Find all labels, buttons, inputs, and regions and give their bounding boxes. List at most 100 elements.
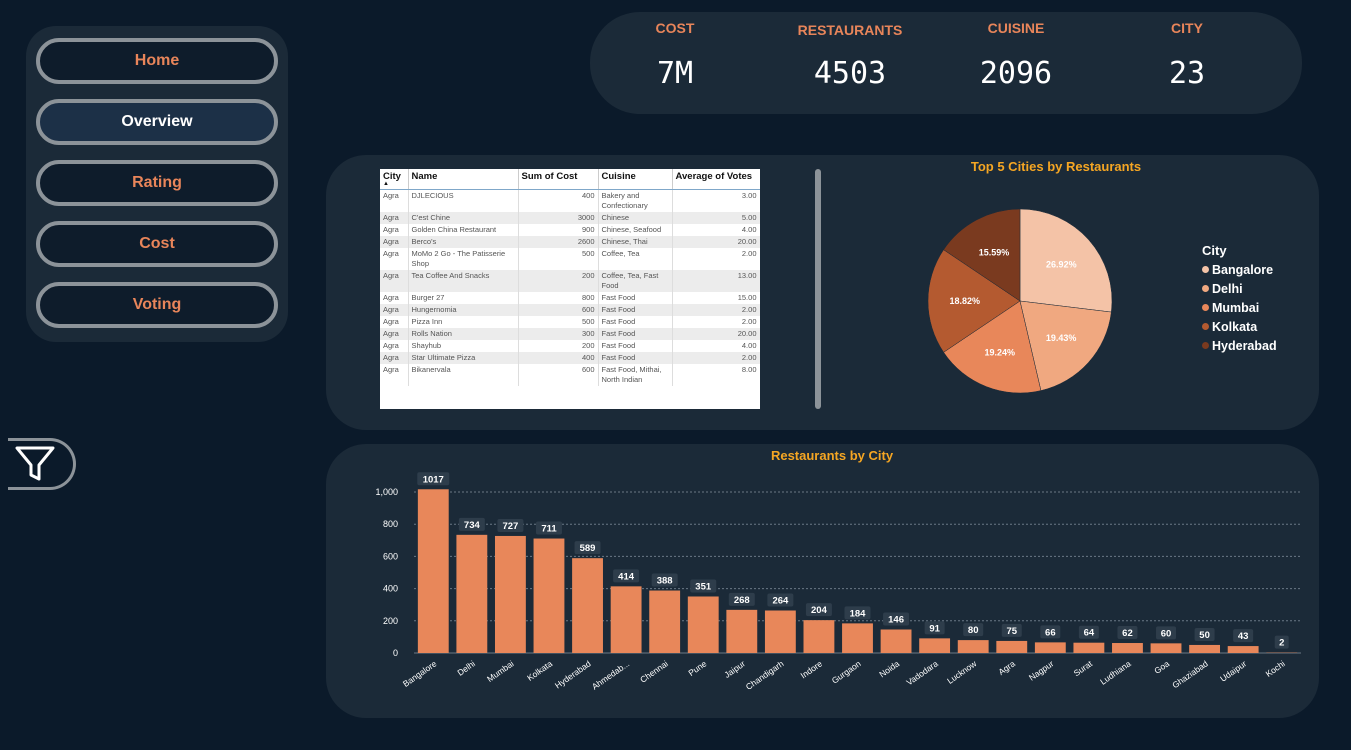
bar-vadodara[interactable] [919,638,951,653]
pie-slice-kolkata[interactable] [927,249,1021,353]
pie-slice-hyderabad[interactable] [943,208,1021,302]
nav-button-home[interactable]: Home [36,38,278,84]
bar-surat[interactable] [1073,642,1105,653]
bar-indore[interactable] [803,620,835,653]
table-row[interactable]: Agra Rolls Nation 300 Fast Food 20.00 [380,328,760,340]
table-cell: Bikanervala [408,364,519,386]
nav-button-cost[interactable]: Cost [36,221,278,267]
pie-label-kolkata: 18.82% [950,296,981,306]
nav-button-overview[interactable]: Overview [36,99,278,145]
x-tick-label: Mumbai [485,658,516,684]
bar-ahmedab-[interactable] [610,586,642,653]
data-label: 64 [1084,628,1095,639]
bar-ghaziabad[interactable] [1189,644,1221,653]
table-cell: Shayhub [408,340,519,352]
table-cell: Star Ultimate Pizza [408,352,519,364]
data-label: 2 [1279,638,1284,649]
legend-marker [1202,285,1209,292]
data-label-background [1078,625,1099,639]
data-label-background [1156,626,1177,640]
table-header-name[interactable]: Name [408,169,519,190]
pie-slice-bangalore[interactable] [1019,208,1113,313]
table-cell: 5.00 [672,212,760,224]
table-header-cuisine[interactable]: Cuisine [598,169,673,190]
bar-chart[interactable]: 0 200 400 600 800 1,000 1017 Bangalore 734 Delhi 7… [326,444,1319,718]
bar-kolkata[interactable] [533,538,565,653]
table-row[interactable]: Agra Hungernomia 600 Fast Food 2.00 [380,304,760,316]
legend-marker [1202,342,1209,349]
y-tick-label: 200 [383,616,398,626]
table-row[interactable]: Agra MoMo 2 Go - The Patisserie Shop 500 Co… [380,248,760,270]
table-cell: Agra [380,189,409,212]
data-label-background [1194,627,1215,641]
legend-item-kolkata[interactable]: Kolkata [1202,317,1277,336]
table-row[interactable]: Agra Bikanervala 600 Fast Food, Mithai, Nor… [380,364,760,386]
table-row[interactable]: Agra Burger 27 800 Fast Food 15.00 [380,292,760,304]
y-tick-label: 400 [383,584,398,594]
bar-udaipur[interactable] [1227,646,1259,653]
table-cell: Burger 27 [408,292,519,304]
bar-jaipur[interactable] [726,609,758,653]
data-label: 734 [464,520,481,531]
bar-noida[interactable] [880,629,912,653]
table-row[interactable]: Agra Star Ultimate Pizza 400 Fast Food 2.00 [380,352,760,364]
table-cell: Agra [380,364,409,386]
bar-delhi[interactable] [456,534,488,653]
bar-goa[interactable] [1150,643,1182,653]
bar-pune[interactable] [687,596,719,653]
bar-bangalore[interactable] [417,489,449,653]
bar-agra[interactable] [996,640,1028,653]
table-cell: Agra [380,328,409,340]
legend-label: Bangalore [1212,262,1274,277]
table-cell: 20.00 [672,236,760,248]
data-label-background [883,612,910,626]
data-label-background [1117,626,1138,640]
table-row[interactable]: Agra Shayhub 200 Fast Food 4.00 [380,340,760,352]
legend-item-bangalore[interactable]: Bangalore [1202,260,1277,279]
table-row[interactable]: Agra Pizza Inn 500 Fast Food 2.00 [380,316,760,328]
bar-ludhiana[interactable] [1112,643,1143,653]
table-row[interactable]: Agra C'est Chine 3000 Chinese 5.00 [380,212,760,224]
data-label-background [963,623,984,637]
legend-item-delhi[interactable]: Delhi [1202,279,1277,298]
bar-chennai[interactable] [649,590,681,653]
legend-item-mumbai[interactable]: Mumbai [1202,298,1277,317]
pie-chart[interactable]: 26.92% 19.43% 19.24% 18.82% 15.59% [920,201,1120,401]
legend-item-hyderabad[interactable]: Hyderabad [1202,336,1277,355]
bar-chandigarh[interactable] [764,610,796,653]
table-scrollbar[interactable] [815,169,821,409]
table-cell: 8.00 [672,364,760,386]
table-cell: 200 [518,270,599,292]
pie-slice-mumbai[interactable] [943,300,1042,394]
pie-slice-delhi[interactable] [1019,300,1112,391]
bar-chart-panel: Restaurants by City 0 200 400 600 800 1,000 10… [326,444,1319,718]
data-label-background [1001,623,1022,637]
table-row[interactable]: Agra DJLECIOUS 400 Bakery and Confectionary… [380,189,760,212]
table-row[interactable]: Agra Berco's 2600 Chinese, Thai 20.00 [380,236,760,248]
x-tick-label: Ghaziabad [1170,658,1210,690]
table-cell: 3.00 [672,189,760,212]
x-tick-label: Vadodara [904,658,940,687]
bar-mumbai[interactable] [494,535,526,653]
x-tick-label: Chennai [638,658,670,684]
table-row[interactable]: Agra Golden China Restaurant 900 Chinese, S… [380,224,760,236]
nav-button-voting[interactable]: Voting [36,282,278,328]
table-header-sum-of-cost[interactable]: Sum of Cost [518,169,599,190]
table-row[interactable]: Agra Tea Coffee And Snacks 200 Coffee, Tea,… [380,270,760,292]
restaurant-table[interactable]: City ▲ Name Sum of Cost Cuisine Average of Vo… [380,169,760,409]
table-header-city[interactable]: City ▲ [380,169,409,190]
table-cell: Agra [380,212,409,224]
bar-hyderabad[interactable] [572,558,603,653]
x-tick-label: Surat [1072,658,1095,678]
data-label-background [844,606,871,620]
table-header-average-of-votes[interactable]: Average of Votes [672,169,760,190]
bar-gurgaon[interactable] [842,623,873,653]
filter-button[interactable] [8,438,76,490]
x-tick-label: Goa [1152,658,1171,676]
bar-nagpur[interactable] [1034,642,1066,653]
nav-button-rating[interactable]: Rating [36,160,278,206]
table-cell: Pizza Inn [408,316,519,328]
x-tick-label: Lucknow [945,658,979,686]
data-label-background [1233,629,1254,643]
bar-lucknow[interactable] [957,640,989,653]
